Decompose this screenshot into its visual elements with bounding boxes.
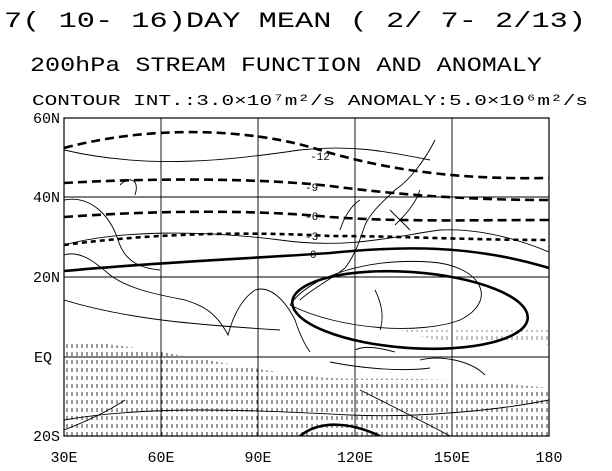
x-label: 30E	[50, 450, 77, 467]
y-label: EQ	[34, 350, 52, 367]
contour-label: -9	[305, 183, 318, 195]
y-axis-labels: 60N 40N 20N EQ 20S	[33, 111, 60, 446]
contour-note: CONTOUR INT.:3.0×10⁷m²/s ANOMALY:5.0×10⁶…	[32, 93, 588, 110]
x-axis-labels: 30E 60E 90E 120E 150E 180	[50, 450, 562, 467]
y-label: 20S	[33, 429, 60, 446]
y-label: 40N	[33, 190, 60, 207]
x-label: 60E	[147, 450, 174, 467]
x-label: 180	[535, 450, 562, 467]
y-label: 60N	[33, 111, 60, 128]
contour-label: -12	[310, 152, 330, 164]
y-label: 20N	[33, 270, 60, 287]
x-label: 120E	[337, 450, 373, 467]
subtitle: 200hPa STREAM FUNCTION AND ANOMALY	[30, 55, 542, 78]
map-body: -12 -9 -6 -3 0	[64, 130, 549, 436]
title: 7( 10- 16)DAY MEAN ( 2/ 7- 2/13)	[4, 9, 586, 34]
map-frame	[63, 117, 550, 437]
x-label: 90E	[244, 450, 271, 467]
contour-label: 0	[310, 250, 317, 262]
x-label: 150E	[434, 450, 470, 467]
contour-label: -6	[305, 212, 318, 224]
grid	[64, 118, 549, 436]
contour-label: -3	[305, 232, 318, 244]
